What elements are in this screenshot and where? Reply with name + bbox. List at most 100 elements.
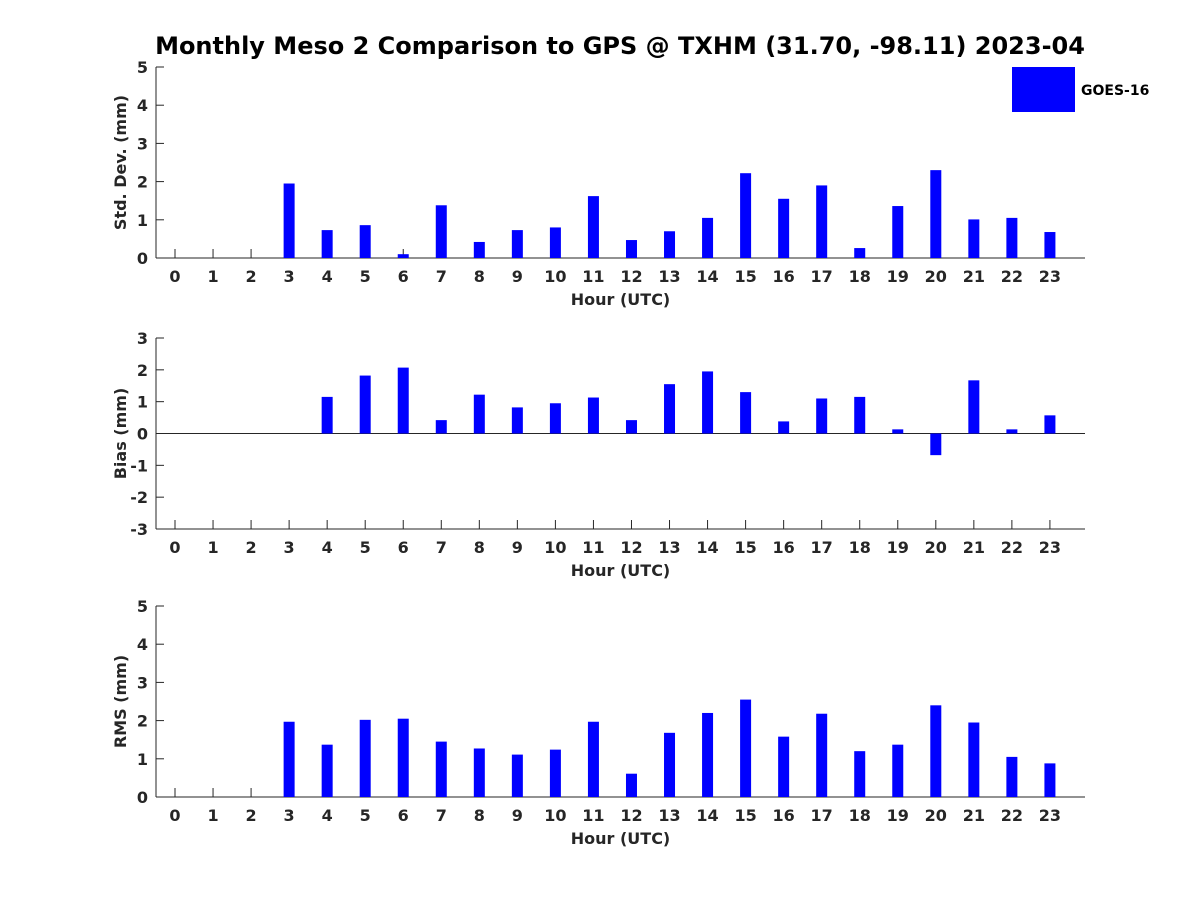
y-tick-label: 2 xyxy=(137,173,148,192)
bar-hour-7 xyxy=(435,205,447,258)
y-tick-label: 0 xyxy=(137,425,148,444)
y-tick-label: 0 xyxy=(137,788,148,807)
bar-hour-21 xyxy=(968,722,980,797)
x-tick-label: 14 xyxy=(696,806,718,825)
bar-hour-14 xyxy=(702,712,714,797)
bar-hour-15 xyxy=(740,173,752,258)
x-tick-label: 10 xyxy=(544,267,566,286)
bar-hour-17 xyxy=(816,185,828,258)
x-tick-label: 21 xyxy=(963,538,985,557)
bar-hour-22 xyxy=(1006,429,1018,434)
x-tick-label: 18 xyxy=(849,538,871,557)
x-tick-label: 12 xyxy=(620,806,642,825)
x-tick-label: 6 xyxy=(398,267,409,286)
bar-hour-7 xyxy=(435,741,447,797)
x-tick-label: 12 xyxy=(620,538,642,557)
bar-hour-18 xyxy=(854,396,866,434)
x-axis-label: Hour (UTC) xyxy=(571,290,671,309)
x-tick-label: 11 xyxy=(582,267,604,286)
x-tick-label: 19 xyxy=(887,806,909,825)
bar-hour-14 xyxy=(702,371,714,434)
x-tick-label: 8 xyxy=(474,267,485,286)
y-tick-label: 3 xyxy=(137,329,148,348)
x-tick-label: 14 xyxy=(696,267,718,286)
x-tick-label: 13 xyxy=(658,806,680,825)
x-tick-label: 2 xyxy=(246,806,257,825)
x-tick-label: 1 xyxy=(207,806,218,825)
bar-hour-12 xyxy=(625,420,637,434)
bar-hour-16 xyxy=(778,736,790,797)
x-tick-label: 15 xyxy=(734,267,756,286)
y-tick-label: 4 xyxy=(137,635,148,654)
bar-hour-23 xyxy=(1044,763,1056,797)
x-tick-label: 9 xyxy=(512,538,523,557)
bar-hour-12 xyxy=(625,773,637,797)
bar-hour-23 xyxy=(1044,415,1056,434)
bar-hour-9 xyxy=(511,754,523,797)
bar-hour-19 xyxy=(892,206,904,258)
x-tick-label: 14 xyxy=(696,538,718,557)
x-tick-label: 6 xyxy=(398,538,409,557)
y-tick-label: 2 xyxy=(137,712,148,731)
bar-hour-21 xyxy=(968,380,980,434)
x-tick-label: 4 xyxy=(322,267,333,286)
x-tick-label: 1 xyxy=(207,267,218,286)
x-tick-label: 15 xyxy=(734,806,756,825)
y-axis-label: RMS (mm) xyxy=(111,655,130,748)
x-tick-label: 5 xyxy=(360,538,371,557)
x-tick-label: 11 xyxy=(582,538,604,557)
x-tick-label: 20 xyxy=(925,267,947,286)
x-tick-label: 9 xyxy=(512,806,523,825)
x-tick-label: 23 xyxy=(1039,806,1061,825)
bar-hour-15 xyxy=(740,699,752,797)
bar-hour-16 xyxy=(778,421,790,434)
bar-hour-10 xyxy=(549,749,561,797)
bar-hour-14 xyxy=(702,217,714,258)
y-tick-label: 1 xyxy=(137,393,148,412)
bar-hour-22 xyxy=(1006,217,1018,258)
x-tick-label: 7 xyxy=(436,267,447,286)
legend: GOES-16 xyxy=(1012,67,1149,112)
x-tick-label: 23 xyxy=(1039,267,1061,286)
y-tick-label: 4 xyxy=(137,96,148,115)
x-tick-label: 2 xyxy=(246,538,257,557)
y-axis-label: Bias (mm) xyxy=(111,388,130,480)
x-tick-label: 21 xyxy=(963,806,985,825)
x-tick-label: 10 xyxy=(544,806,566,825)
x-tick-label: 0 xyxy=(169,267,180,286)
bar-hour-5 xyxy=(359,375,371,434)
x-tick-label: 21 xyxy=(963,267,985,286)
x-tick-label: 20 xyxy=(925,538,947,557)
x-tick-label: 19 xyxy=(887,267,909,286)
x-tick-label: 7 xyxy=(436,538,447,557)
x-tick-label: 2 xyxy=(246,267,257,286)
x-tick-label: 23 xyxy=(1039,538,1061,557)
bar-hour-16 xyxy=(778,198,790,258)
x-tick-label: 7 xyxy=(436,806,447,825)
y-tick-label: 2 xyxy=(137,361,148,380)
bar-hour-11 xyxy=(587,721,599,797)
figure-title: Monthly Meso 2 Comparison to GPS @ TXHM … xyxy=(155,32,1085,60)
y-tick-label: 3 xyxy=(137,673,148,692)
bar-hour-21 xyxy=(968,219,980,258)
bar-hour-3 xyxy=(283,721,295,797)
x-tick-label: 22 xyxy=(1001,267,1023,286)
y-tick-label: -2 xyxy=(130,488,148,507)
bar-hour-22 xyxy=(1006,756,1018,797)
y-axis-label: Std. Dev. (mm) xyxy=(111,95,130,230)
x-tick-label: 17 xyxy=(811,538,833,557)
x-tick-label: 3 xyxy=(284,538,295,557)
x-tick-label: 0 xyxy=(169,806,180,825)
bar-hour-4 xyxy=(321,230,333,258)
bar-hour-20 xyxy=(930,170,942,258)
x-tick-label: 18 xyxy=(849,267,871,286)
x-tick-label: 16 xyxy=(773,267,795,286)
x-tick-label: 4 xyxy=(322,806,333,825)
bar-hour-9 xyxy=(511,407,523,434)
bar-hour-6 xyxy=(397,718,409,797)
x-tick-label: 5 xyxy=(360,267,371,286)
bar-hour-6 xyxy=(397,367,409,434)
